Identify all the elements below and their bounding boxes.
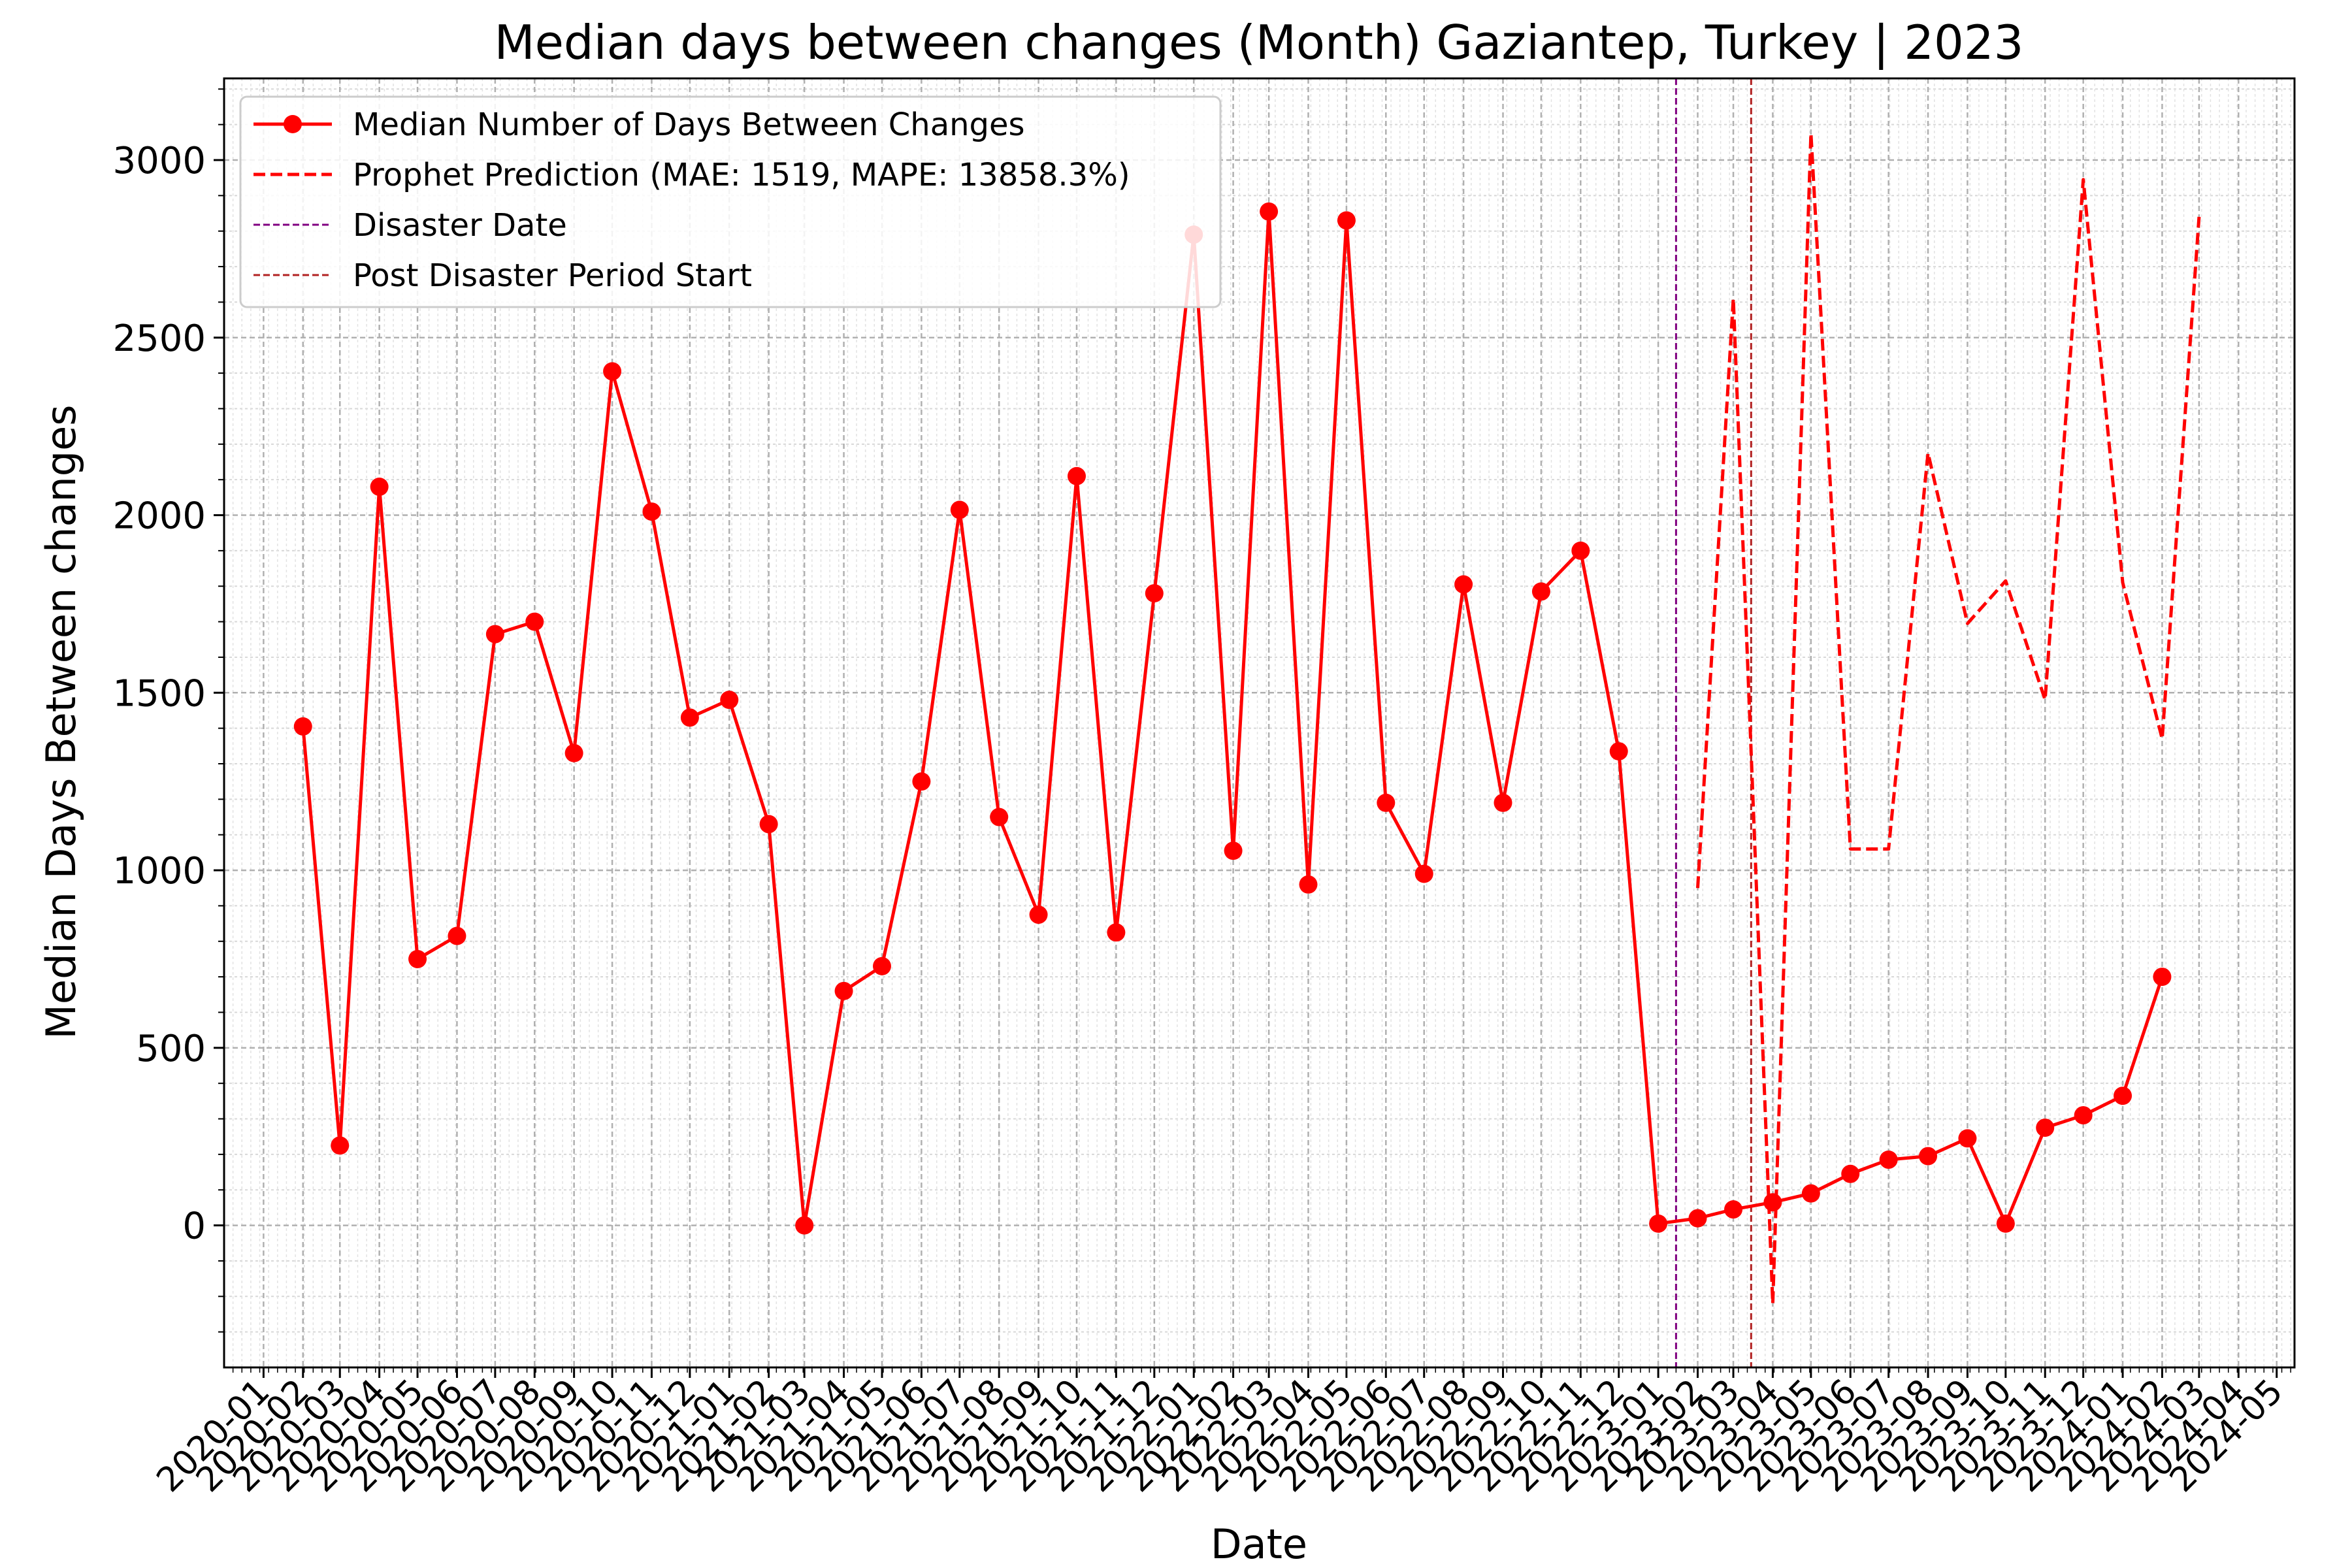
data-point <box>370 478 389 497</box>
y-tick-label: 2500 <box>112 318 206 360</box>
data-point <box>1145 584 1164 603</box>
data-point <box>564 743 583 762</box>
data-point <box>2114 1086 2132 1105</box>
reference-lines <box>1674 78 1752 1367</box>
legend: Median Number of Days Between Changes Pro… <box>239 95 1222 308</box>
y-tick-label: 500 <box>136 1028 206 1070</box>
plot-area-frame <box>223 77 2296 1369</box>
data-point <box>1649 1214 1668 1233</box>
data-point <box>1919 1147 1938 1166</box>
legend-marker <box>284 115 302 133</box>
x-axis-label: Date <box>1211 1520 1307 1568</box>
chart-title: Median days between changes (Month) Gazi… <box>495 15 2024 71</box>
data-point <box>720 691 739 710</box>
data-point <box>1067 466 1086 485</box>
data-point <box>485 625 504 644</box>
legend-label: Post Disaster Period Start <box>353 257 752 294</box>
data-point <box>1724 1200 1743 1219</box>
data-point <box>1454 575 1473 594</box>
data-point <box>872 956 891 975</box>
data-point <box>1958 1129 1977 1148</box>
data-point <box>950 500 969 519</box>
data-point <box>1224 841 1243 860</box>
data-point <box>1801 1184 1820 1203</box>
data-point <box>1299 875 1318 894</box>
legend-label: Disaster Date <box>353 207 567 244</box>
data-point <box>408 949 427 968</box>
data-point <box>1494 793 1512 812</box>
data-point <box>1260 202 1279 221</box>
data-point <box>1029 906 1048 924</box>
data-point <box>990 808 1009 826</box>
y-tick-label: 1500 <box>112 672 206 715</box>
y-tick-label: 2000 <box>112 495 206 538</box>
data-point <box>680 708 699 727</box>
data-point <box>293 717 312 736</box>
data-point <box>2153 968 2172 987</box>
data-point <box>1377 793 1396 812</box>
data-point <box>1531 582 1550 601</box>
data-point <box>1763 1193 1782 1212</box>
legend-label: Prophet Prediction (MAE: 1519, MAPE: 138… <box>353 157 1130 193</box>
data-point <box>1879 1151 1898 1169</box>
data-point <box>2074 1106 2093 1125</box>
data-point <box>603 362 622 381</box>
series-line <box>1696 131 2201 1305</box>
y-tick-label: 3000 <box>112 140 206 182</box>
data-point <box>834 981 853 1000</box>
y-axis-label: Median Days Between changes <box>37 404 85 1039</box>
y-axis-ticks: 0 500 1000 1500 2000 2500 3000 <box>112 88 224 1333</box>
series-layer <box>293 131 2201 1305</box>
legend-box <box>239 95 1222 308</box>
data-point <box>759 815 778 834</box>
data-point <box>448 926 466 945</box>
data-point <box>1107 923 1126 942</box>
data-point <box>1841 1164 1860 1183</box>
data-point <box>2036 1119 2055 1137</box>
data-point <box>525 612 544 631</box>
data-point <box>1996 1214 2015 1233</box>
legend-label: Median Number of Days Between Changes <box>353 106 1025 143</box>
data-point <box>1337 211 1356 230</box>
data-point <box>1571 541 1590 560</box>
data-point <box>331 1136 350 1155</box>
y-tick-label: 1000 <box>112 850 206 892</box>
data-point <box>1414 864 1433 883</box>
data-point <box>642 502 661 521</box>
data-point <box>1609 742 1628 760</box>
data-point <box>1688 1209 1707 1228</box>
data-point <box>912 772 931 791</box>
legend-items: Median Number of Days Between Changes Pro… <box>253 106 1130 294</box>
data-point <box>795 1216 814 1235</box>
y-tick-label: 0 <box>182 1205 206 1248</box>
